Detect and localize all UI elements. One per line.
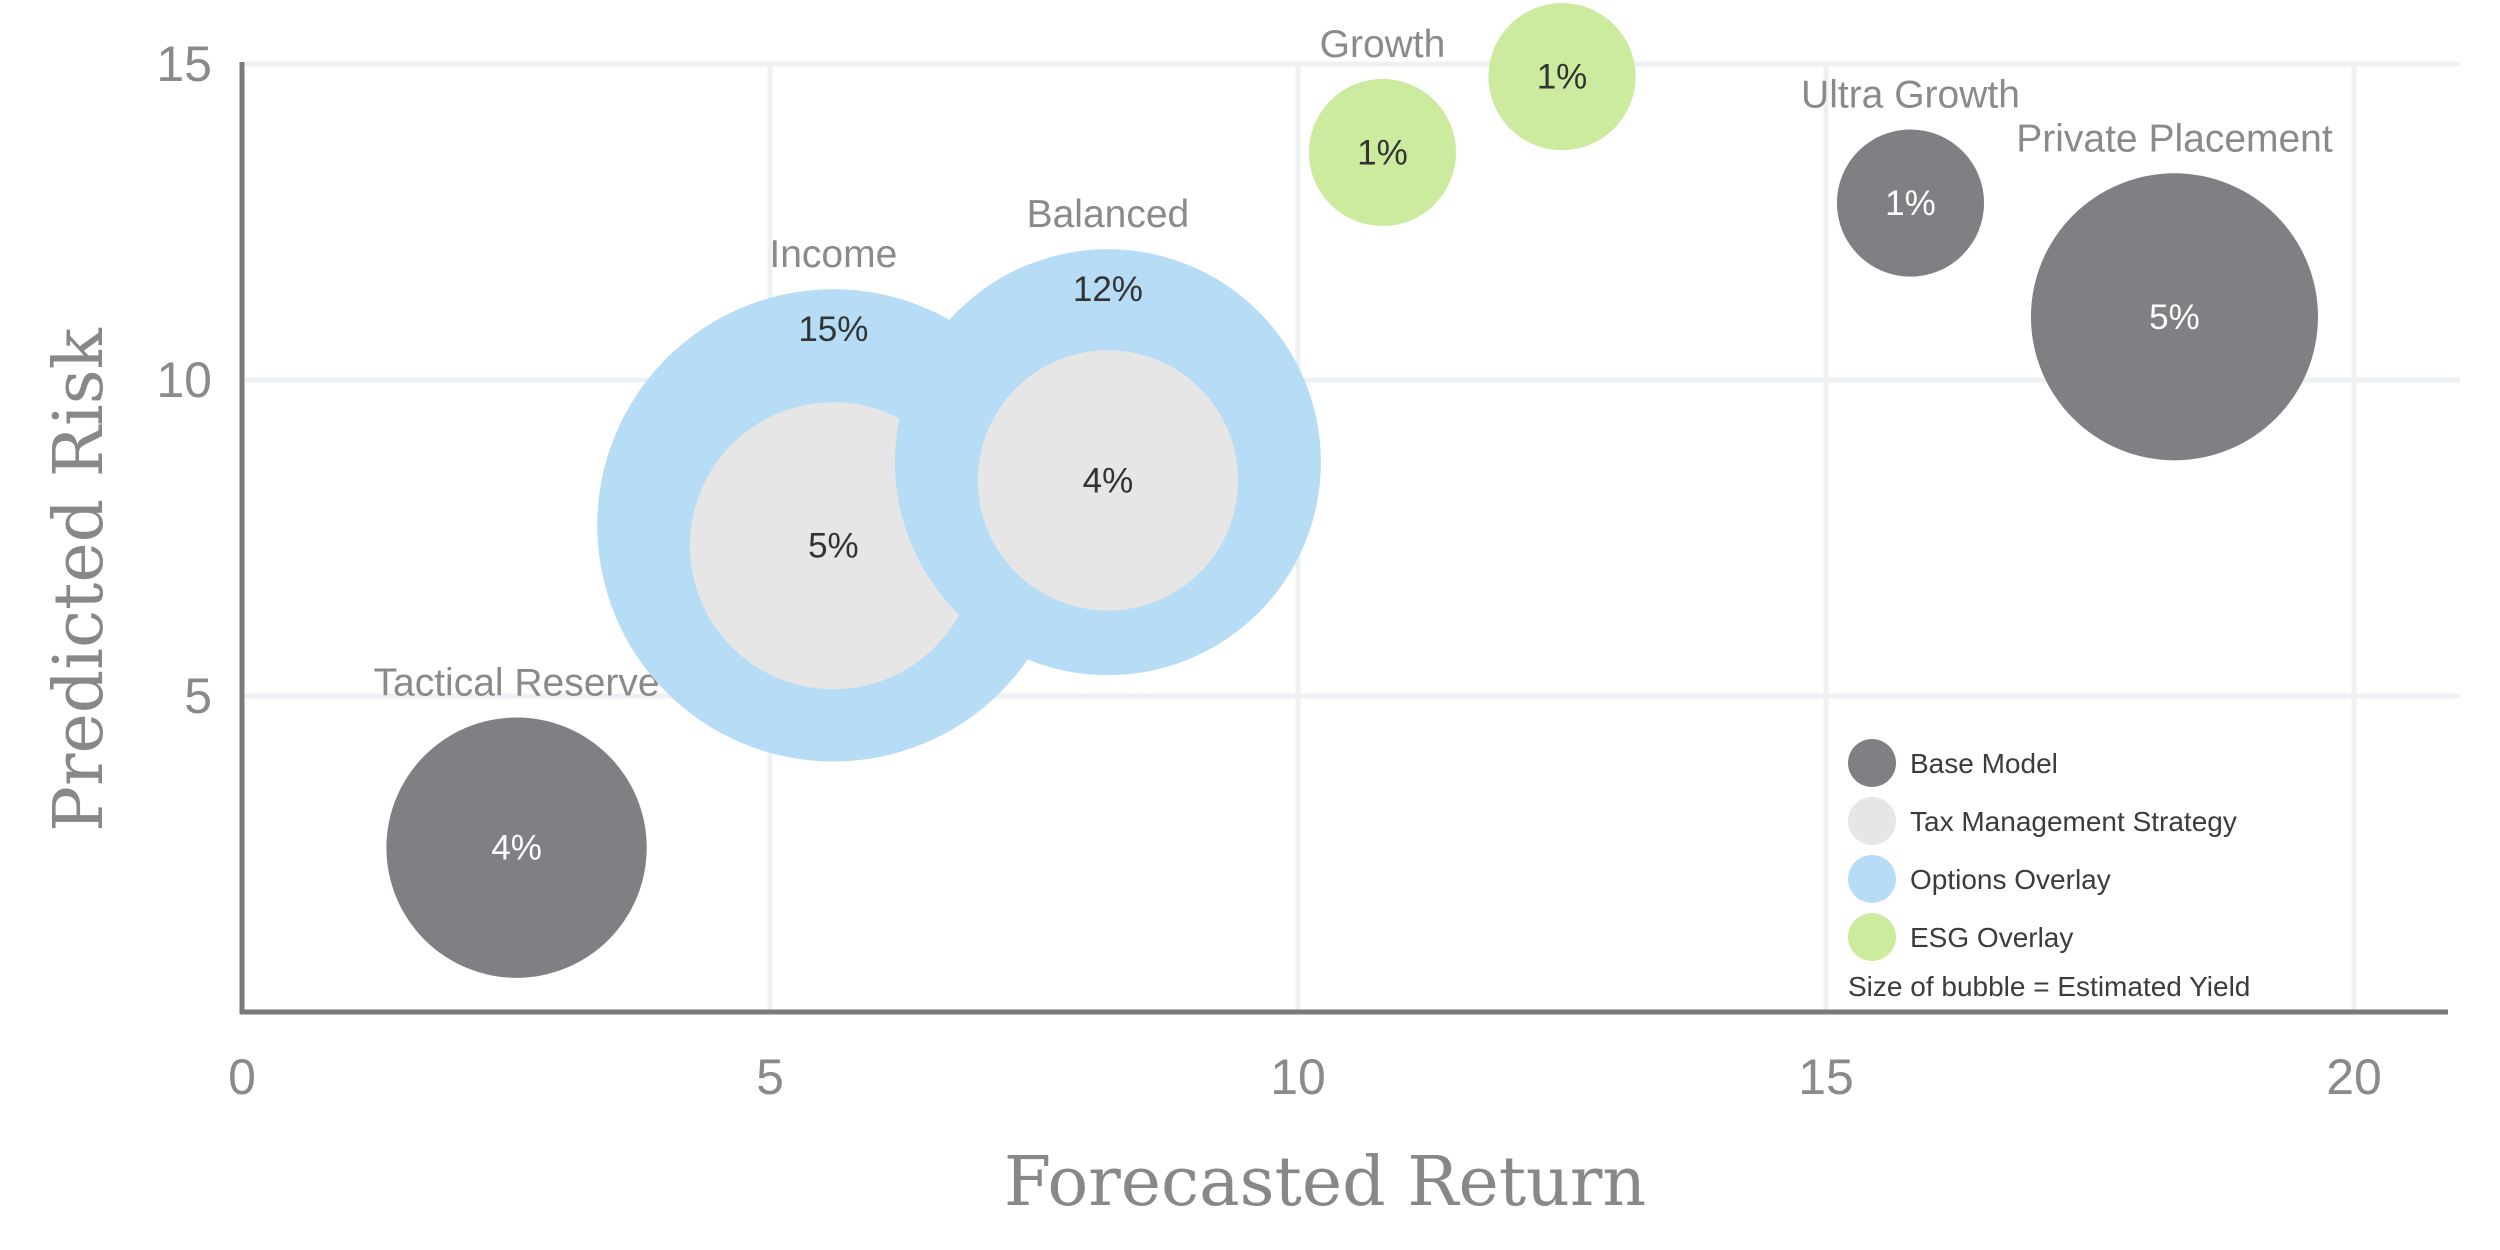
legend-label: Base Model (1910, 748, 2058, 779)
x-tick-label: 5 (756, 1049, 784, 1105)
bubble-value-label: 5% (2149, 298, 2200, 337)
y-tick-label: 5 (184, 668, 212, 724)
legend-swatch (1848, 913, 1896, 961)
bubble (1308, 78, 1457, 227)
bubble-group: 12% 4% Balanced (894, 193, 1321, 676)
legend-label: ESG Overlay (1910, 922, 2073, 953)
bubble-name-label: Balanced (1027, 193, 1190, 236)
legend-swatch (1848, 855, 1896, 903)
bubble-group: 1%High Growth (1488, 3, 1636, 151)
bubble-value-label: 1% (1537, 58, 1588, 97)
x-tick-label: 0 (228, 1049, 256, 1105)
bubble-value-label: 1% (1357, 133, 1408, 172)
bubble-name-label: Income (769, 233, 897, 276)
bubble-value-label: 1% (1885, 184, 1936, 223)
bubble-name-label: Growth (1320, 23, 1446, 66)
y-tick-label: 15 (156, 36, 212, 92)
bubble (1836, 129, 1985, 277)
bubble (386, 717, 647, 978)
bubble-name-label: Private Placement (2016, 117, 2333, 160)
y-tick-label: 10 (156, 352, 212, 408)
x-tick-label: 10 (1270, 1049, 1326, 1105)
x-axis-title: Forecasted Return (1004, 1143, 1646, 1222)
bubble (1488, 3, 1636, 151)
bubble-value-label: 4% (1083, 461, 1134, 500)
bubble-value-label: 15% (798, 310, 868, 349)
tick-labels: 0 5 10 15 20 5 10 15 (156, 36, 2381, 1105)
bubble-value-label: 4% (491, 829, 542, 868)
bubble-name-label: Tactical Reserve (374, 662, 660, 705)
x-tick-label: 20 (2326, 1049, 2382, 1105)
legend-label: Tax Management Strategy (1910, 806, 2237, 837)
bubbles: 4% Tactical Reserve 15% 5% Income 12% 4% Balanc… (374, 3, 2333, 978)
bubble-value-label: 5% (808, 527, 859, 566)
bubble-group: 5% Private Placement (2016, 117, 2333, 461)
bubble-group: 1% Ultra Growth (1801, 73, 2020, 277)
bubble-size-note: Size of bubble = Estimated Yield (1848, 971, 2250, 1002)
bubble-name-label: Ultra Growth (1801, 73, 2020, 116)
bubble (977, 350, 1239, 611)
axes (239, 62, 2448, 1015)
bubble-value-label: 12% (1073, 270, 1143, 309)
legend-swatch (1848, 739, 1896, 787)
bubble-group: 1% Growth (1308, 23, 1457, 227)
bubble-group: 4% Tactical Reserve (374, 662, 660, 978)
y-axis-title: Predicted Risk (40, 327, 119, 831)
grid-lines (242, 61, 2460, 1012)
bubble (2030, 173, 2318, 461)
x-tick-label: 15 (1798, 1049, 1854, 1105)
legend: Base Model Tax Management Strategy Options… (1848, 739, 2250, 1002)
legend-label: Options Overlay (1910, 864, 2111, 895)
legend-swatch (1848, 797, 1896, 845)
